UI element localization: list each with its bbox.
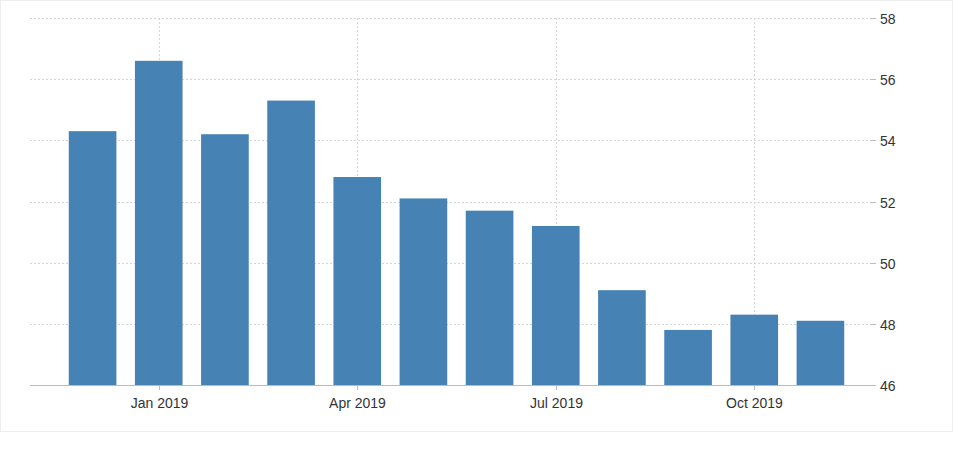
bar bbox=[598, 290, 646, 385]
y-tick-label: 48 bbox=[880, 317, 896, 333]
x-tick-label: Jan 2019 bbox=[131, 395, 189, 411]
bar bbox=[69, 131, 117, 385]
tick-mark bbox=[159, 385, 160, 390]
y-tick-label: 46 bbox=[880, 378, 896, 394]
y-tick-label: 52 bbox=[880, 195, 896, 211]
bar bbox=[201, 134, 249, 385]
y-tick-label: 58 bbox=[880, 11, 896, 27]
bar bbox=[664, 330, 712, 385]
x-tick-label: Jul 2019 bbox=[530, 395, 583, 411]
y-tick-label: 56 bbox=[880, 72, 896, 88]
bar bbox=[797, 321, 845, 385]
frame bbox=[1, 1, 953, 432]
axis-line bbox=[30, 385, 870, 386]
bar bbox=[532, 226, 580, 385]
bar bbox=[333, 177, 381, 385]
x-tick-label: Oct 2019 bbox=[726, 395, 783, 411]
bar bbox=[730, 315, 778, 385]
tick-mark bbox=[870, 140, 876, 141]
bar bbox=[466, 211, 514, 385]
tick-mark bbox=[556, 385, 557, 390]
bar bbox=[400, 198, 448, 385]
tick-mark bbox=[870, 202, 876, 203]
bar bbox=[135, 61, 183, 385]
tick-mark bbox=[870, 385, 876, 386]
grid-line bbox=[30, 18, 870, 19]
chart: 46 48 50 52 54 56 58 Jan 2019 Apr 2019 Jul 2019 Oc… bbox=[0, 0, 954, 451]
tick-mark bbox=[870, 18, 876, 19]
tick-mark bbox=[754, 385, 755, 390]
y-tick-label: 50 bbox=[880, 256, 896, 272]
bars bbox=[69, 61, 844, 385]
tick-mark bbox=[870, 263, 876, 264]
tick-mark bbox=[357, 385, 358, 390]
tick-mark bbox=[870, 324, 876, 325]
y-tick-label: 54 bbox=[880, 133, 896, 149]
tick-mark bbox=[870, 79, 876, 80]
x-tick-label: Apr 2019 bbox=[329, 395, 386, 411]
bar bbox=[267, 101, 315, 385]
